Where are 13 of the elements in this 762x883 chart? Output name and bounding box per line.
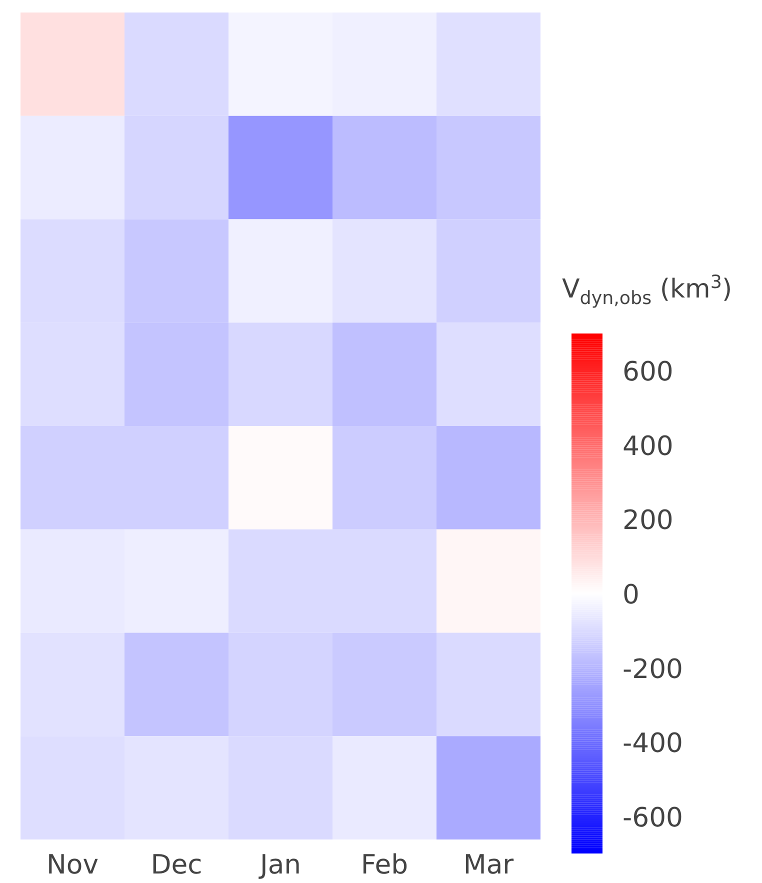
x-tick-label: Nov <box>46 850 99 880</box>
x-tick-label: Jan <box>258 850 302 880</box>
x-tick-label: Mar <box>463 850 514 880</box>
x-tick-label: Dec <box>150 850 202 880</box>
color-bar-label: 400 <box>622 430 674 462</box>
color-bar-label: -400 <box>622 728 683 760</box>
color-bar-label: -600 <box>622 802 683 834</box>
color-bar-label: 200 <box>622 505 674 536</box>
color-bar-label: -200 <box>622 654 683 685</box>
color-bar-label: 600 <box>622 356 674 388</box>
color-bar-title: V$_{dyn,obs}$ (km$^{3}$) <box>562 271 732 311</box>
x-tick-label: Feb <box>360 850 408 880</box>
color-bar-label: 0 <box>622 580 640 610</box>
